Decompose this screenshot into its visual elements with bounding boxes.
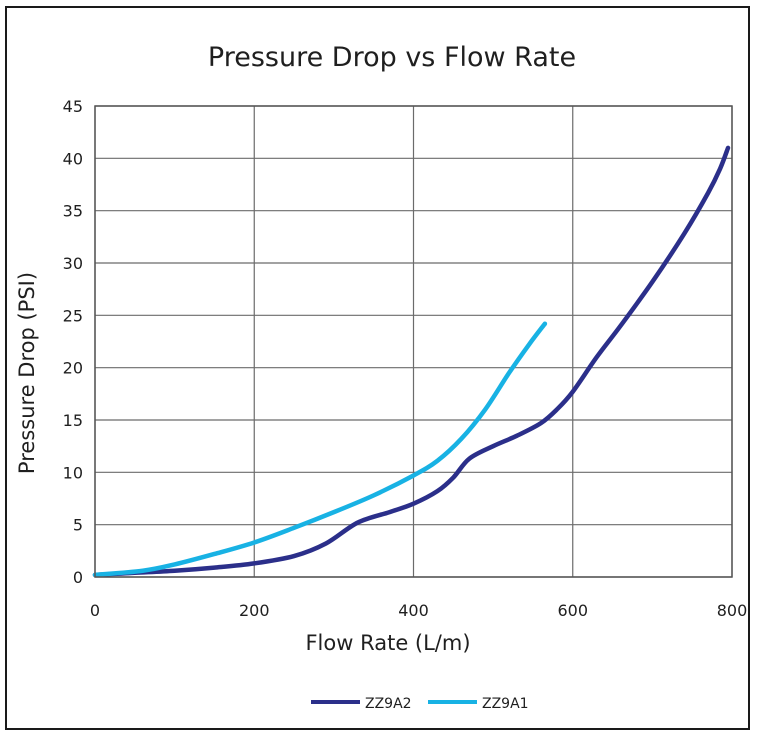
series-line-zz9a2 <box>92 145 731 578</box>
y-tick-label: 20 <box>63 359 83 378</box>
chart-title: Pressure Drop vs Flow Rate <box>208 42 576 73</box>
plot-area-border <box>94 105 733 578</box>
x-tick-label: 400 <box>398 601 429 620</box>
x-tick-label: 0 <box>90 601 100 620</box>
y-axis-label: Pressure Drop (PSI) <box>15 272 39 474</box>
x-tick-label: 600 <box>557 601 588 620</box>
legend-label-zz9a2: ZZ9A2 <box>365 696 412 712</box>
x-tick-label: 200 <box>239 601 270 620</box>
x-tick-label: 800 <box>717 601 748 620</box>
grid-lines <box>94 105 733 578</box>
y-tick-label: 0 <box>73 568 83 587</box>
y-axis-ticks: 0 5 10 15 20 25 30 35 40 45 <box>63 97 83 587</box>
y-tick-label: 15 <box>63 411 83 430</box>
legend-label-zz9a1: ZZ9A1 <box>482 696 529 712</box>
series-line-zz9a1 <box>92 321 548 578</box>
y-tick-label: 40 <box>63 149 83 168</box>
y-tick-label: 10 <box>63 463 83 482</box>
y-tick-label: 30 <box>63 254 83 273</box>
y-tick-label: 5 <box>73 516 83 535</box>
y-tick-label: 45 <box>63 97 83 116</box>
y-tick-label: 25 <box>63 306 83 325</box>
x-axis-label: Flow Rate (L/m) <box>305 631 470 655</box>
x-axis-ticks: 0 200 400 600 800 <box>90 601 747 620</box>
series-lines <box>92 145 731 578</box>
legend: ZZ9A2 ZZ9A1 <box>311 696 529 712</box>
y-tick-label: 35 <box>63 202 83 221</box>
